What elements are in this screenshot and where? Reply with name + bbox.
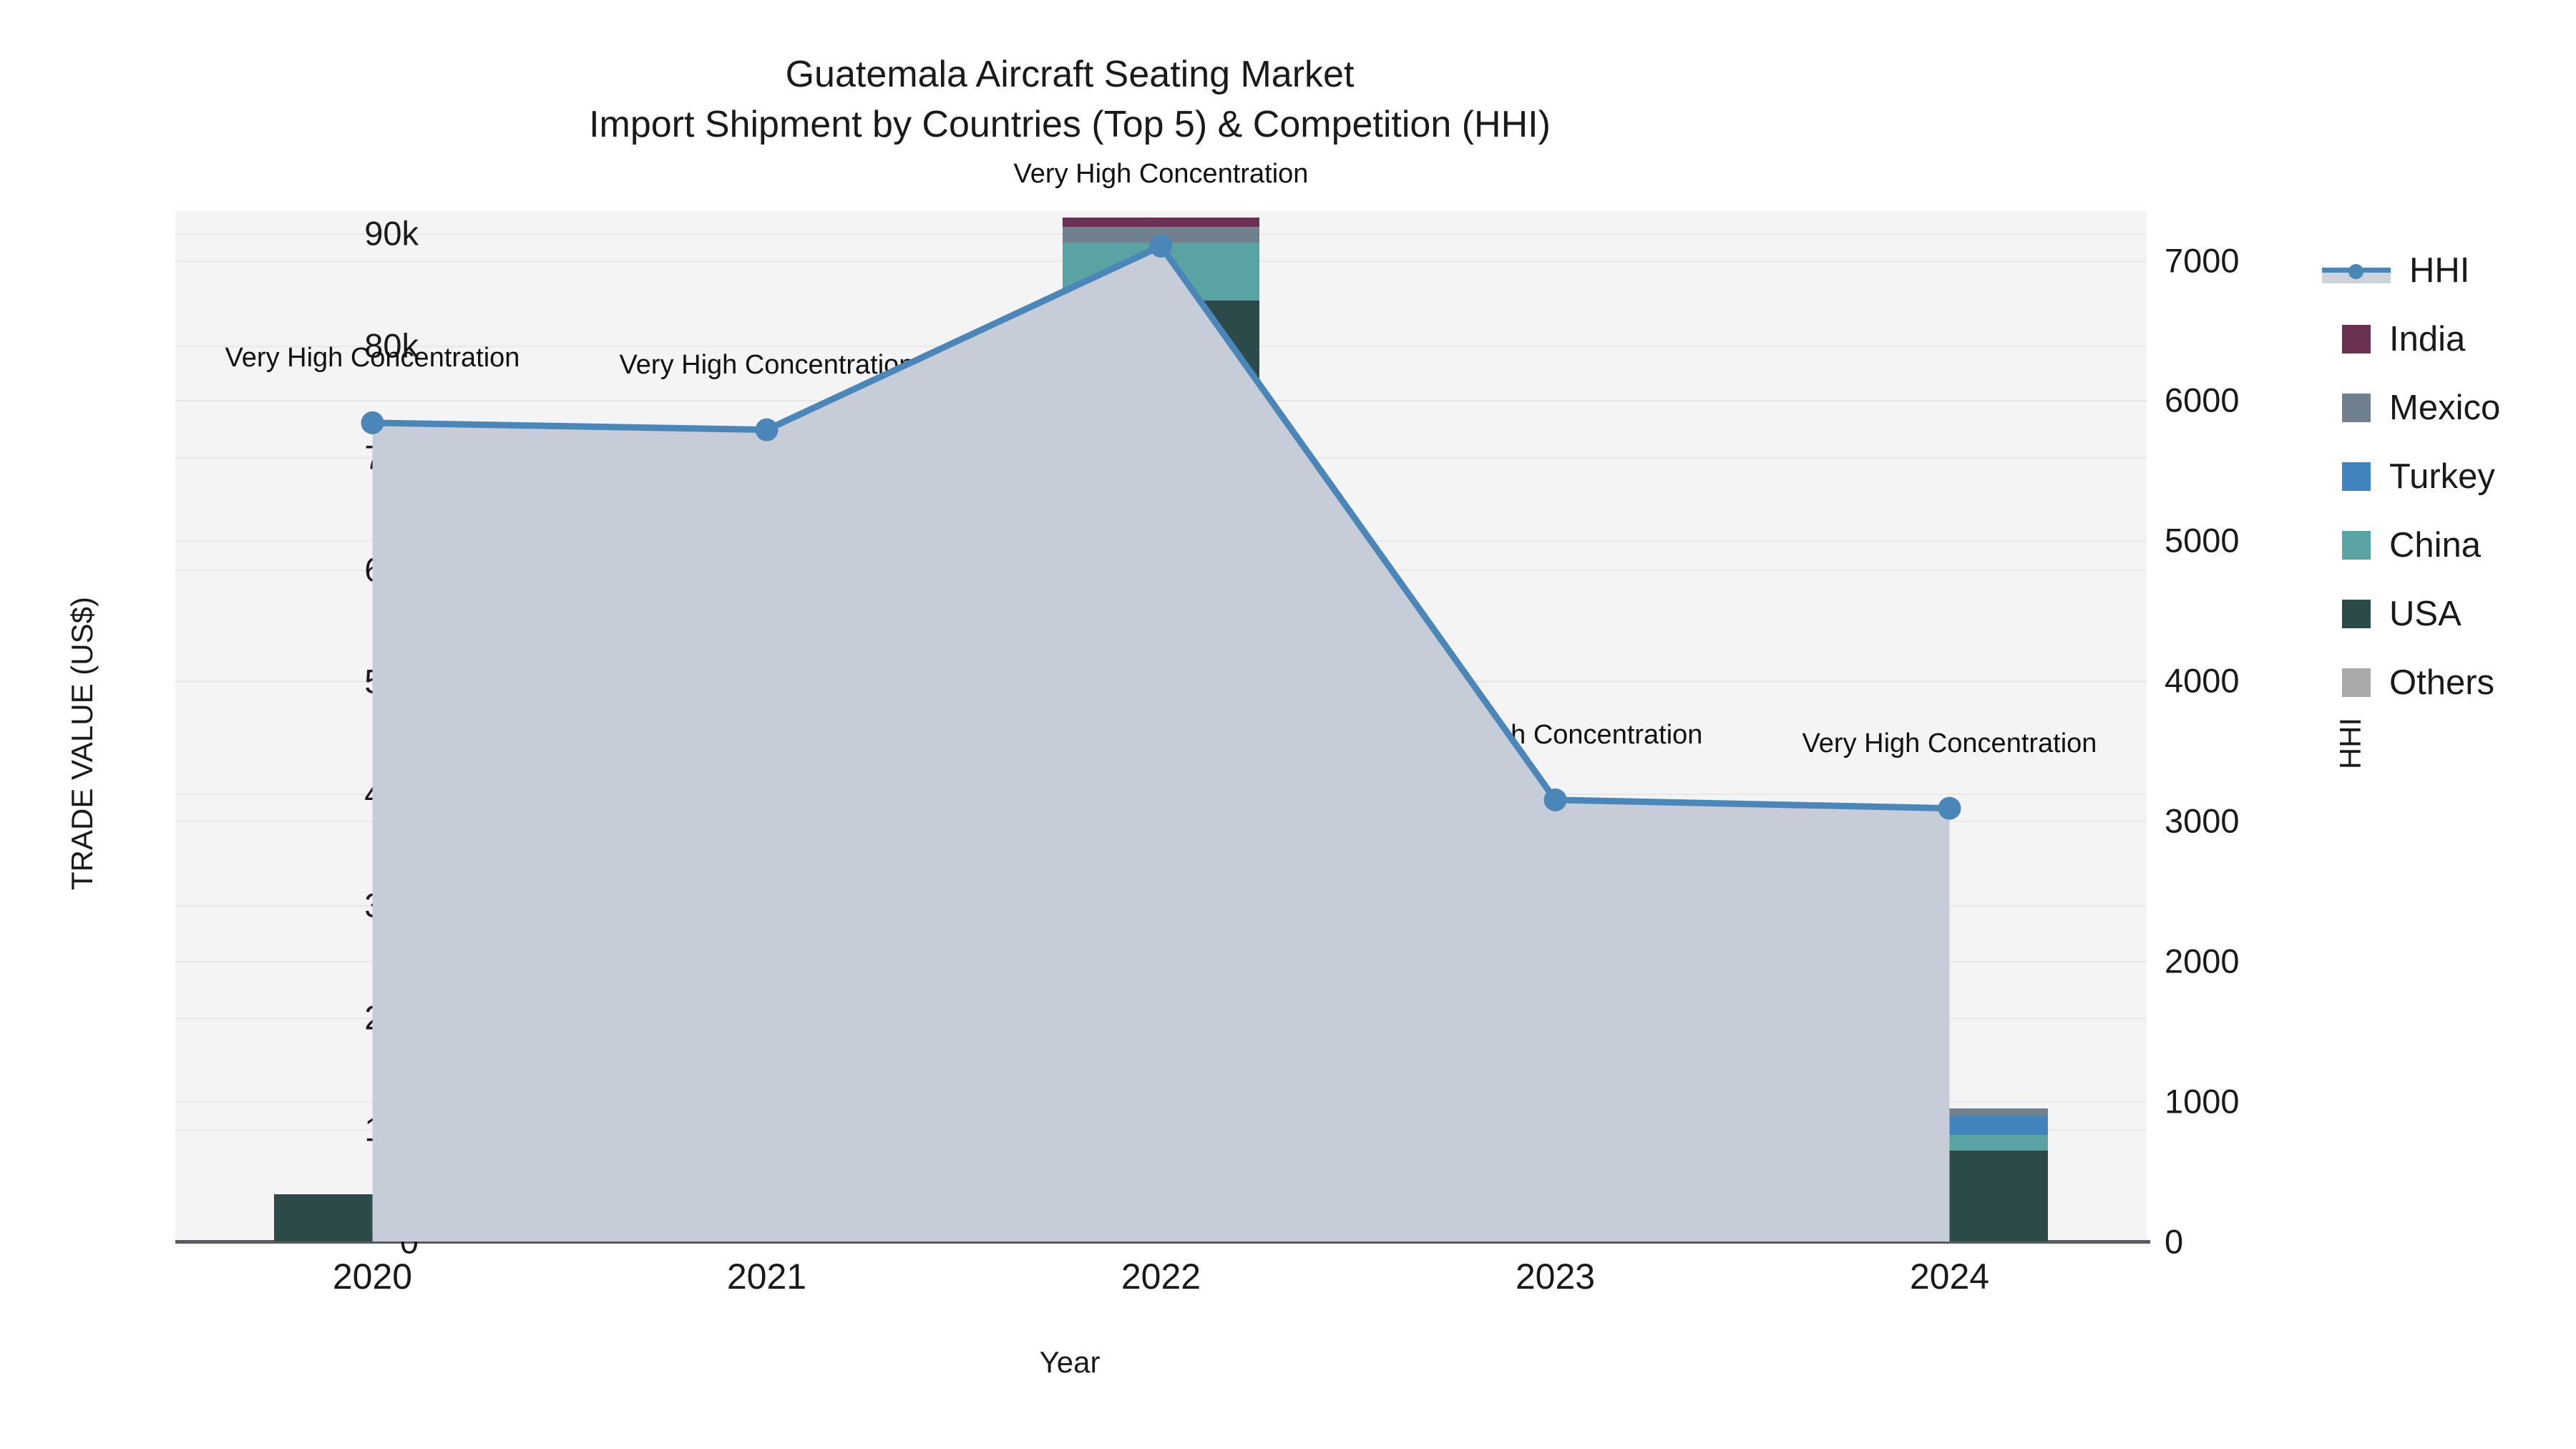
bar-segment[interactable] <box>1062 301 1260 1229</box>
legend-item[interactable]: HHI <box>2322 236 2572 305</box>
legend-color-swatch <box>2342 600 2371 628</box>
y-axis-right-tick: 2000 <box>2165 942 2240 980</box>
x-axis-line <box>175 1240 2150 1244</box>
y-axis-right-tick: 1000 <box>2165 1082 2240 1121</box>
legend-item-label: Others <box>2389 663 2495 702</box>
chart-title-line2: Import Shipment by Countries (Top 5) & C… <box>589 103 1551 145</box>
x-axis-tick: 2020 <box>332 1257 413 1297</box>
x-axis-tick: 2023 <box>1515 1257 1596 1297</box>
x-axis-tick: 2024 <box>1909 1257 1990 1297</box>
y-axis-left-tick: 60k <box>364 550 419 589</box>
bar-segment[interactable] <box>1850 1135 2049 1151</box>
x-axis-label: Year <box>1039 1345 1101 1379</box>
bar-segment[interactable] <box>1456 1231 1654 1241</box>
concentration-annotation: Very High Concentration <box>1013 158 1309 189</box>
bar-segment[interactable] <box>273 1194 472 1241</box>
chart-title: Guatemala Aircraft Seating Market Import… <box>0 50 2140 150</box>
y-axis-right-tick: 6000 <box>2165 381 2240 419</box>
bar-segment[interactable] <box>668 1226 866 1241</box>
bar-segment[interactable] <box>668 816 866 829</box>
concentration-annotation: Very High Concentration <box>619 349 914 380</box>
bar-segment[interactable] <box>668 828 866 840</box>
legend-item[interactable]: China <box>2322 511 2572 580</box>
legend-item-label: Mexico <box>2389 388 2501 427</box>
legend-item-label: India <box>2389 319 2466 358</box>
y-axis-right-tick: 5000 <box>2165 521 2240 560</box>
bar-segment[interactable] <box>1456 1169 1654 1174</box>
legend-line-icon <box>2322 256 2391 285</box>
y-axis-left-tick: 20k <box>364 998 419 1037</box>
bar-segment[interactable] <box>1456 1173 1654 1231</box>
legend-color-swatch <box>2342 462 2371 491</box>
bar-segment[interactable] <box>1062 218 1260 227</box>
y-axis-left-tick: 10k <box>364 1110 419 1148</box>
y-axis-left-tick: 90k <box>364 214 419 253</box>
legend-item[interactable]: USA <box>2322 580 2572 648</box>
bar-segment[interactable] <box>1062 1229 1260 1241</box>
concentration-annotation: Very High Concentration <box>1802 728 2097 758</box>
legend-item[interactable]: India <box>2322 305 2572 374</box>
chart-title-line1: Guatemala Aircraft Seating Market <box>785 54 1355 95</box>
concentration-annotation: Very High Concentration <box>225 342 520 373</box>
legend-item[interactable]: Mexico <box>2322 374 2572 442</box>
y-axis-right-tick: 3000 <box>2165 801 2240 840</box>
bar-segment[interactable] <box>1850 1116 2049 1136</box>
bar-segment[interactable] <box>1850 1108 2049 1116</box>
y-axis-right-tick: 7000 <box>2165 241 2240 280</box>
bar-segment[interactable] <box>1062 226 1260 243</box>
bar-segment[interactable] <box>1850 1151 2049 1241</box>
x-axis-tick: 2021 <box>726 1257 807 1297</box>
bar-segment[interactable] <box>1456 1151 1654 1169</box>
bar-segment[interactable] <box>1062 242 1260 301</box>
chart-legend: HHI India Mexico Turkey China USA Others <box>2322 236 2572 717</box>
legend-item-label: USA <box>2389 594 2462 633</box>
y-axis-right-tick: 4000 <box>2165 661 2240 700</box>
legend-item-label: China <box>2389 525 2482 565</box>
legend-color-swatch <box>2342 394 2371 422</box>
y-axis-left-tick: 50k <box>364 662 419 701</box>
y-axis-left-tick: 70k <box>364 438 419 477</box>
legend-color-swatch <box>2342 531 2371 560</box>
bar-segment[interactable] <box>668 839 866 1226</box>
y-axis-left-tick: 30k <box>364 886 419 924</box>
concentration-annotation: Very High Concentration <box>1407 719 1703 750</box>
legend-item-label: HHI <box>2409 250 2470 290</box>
legend-color-swatch <box>2342 668 2371 697</box>
legend-item[interactable]: Others <box>2322 648 2572 717</box>
x-axis-tick: 2022 <box>1121 1257 1201 1297</box>
legend-item[interactable]: Turkey <box>2322 442 2572 511</box>
y-axis-right-tick: 0 <box>2165 1222 2184 1261</box>
y-axis-left-label: TRADE VALUE (US$) <box>65 597 99 890</box>
legend-item-label: Turkey <box>2389 457 2495 496</box>
y-axis-left-tick: 40k <box>364 774 419 813</box>
legend-color-swatch <box>2342 325 2371 353</box>
